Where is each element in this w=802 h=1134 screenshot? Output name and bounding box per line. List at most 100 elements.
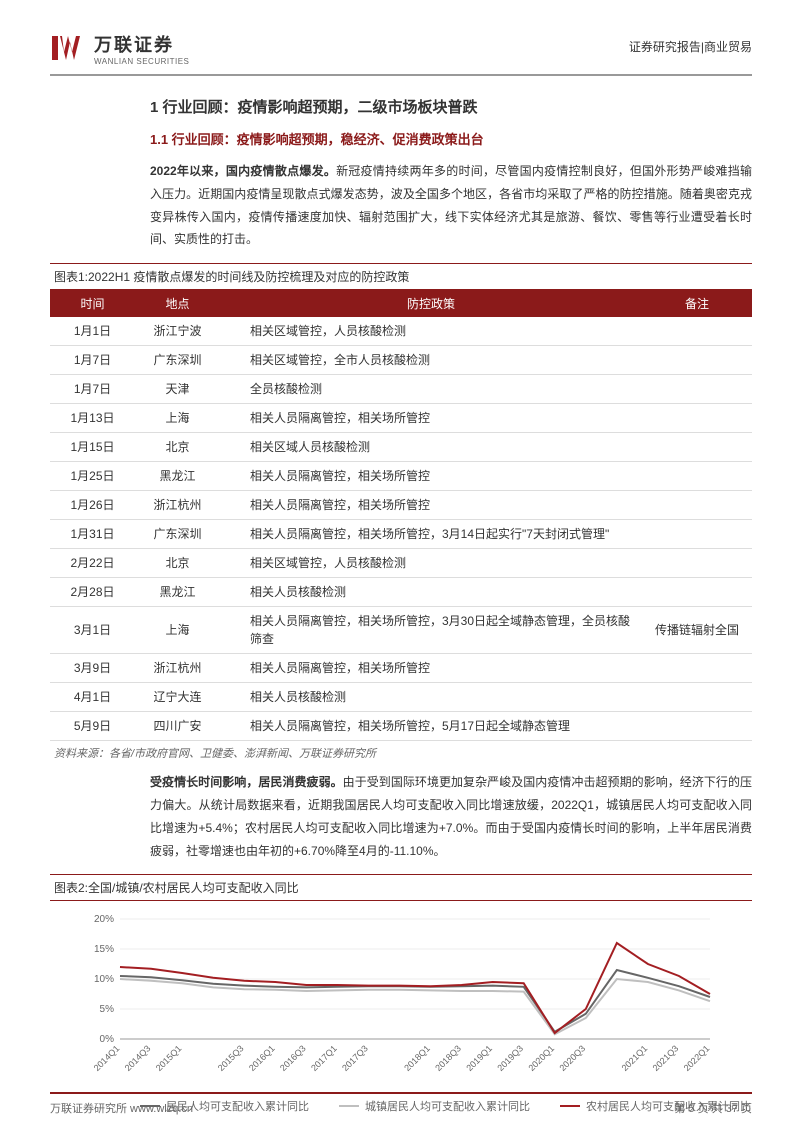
table-1-col-note: 备注: [642, 290, 752, 317]
cell-date: 1月13日: [50, 404, 135, 433]
svg-text:2019Q3: 2019Q3: [495, 1044, 525, 1074]
cell-date: 1月31日: [50, 520, 135, 549]
cell-place: 上海: [135, 404, 220, 433]
section-heading-1-1: 1.1 行业回顾：疫情影响超预期，稳经济、促消费政策出台: [150, 129, 752, 148]
cell-note: 传播链辐射全国: [642, 607, 752, 654]
svg-text:2018Q3: 2018Q3: [433, 1044, 463, 1074]
paragraph-1-bold: 2022年以来，国内疫情散点爆发。: [150, 164, 336, 178]
svg-text:0%: 0%: [100, 1034, 115, 1045]
svg-text:2019Q1: 2019Q1: [464, 1044, 494, 1074]
table-row: 1月7日天津全员核酸检测: [50, 375, 752, 404]
cell-place: 广东深圳: [135, 520, 220, 549]
cell-date: 2月22日: [50, 549, 135, 578]
section-heading-1: 1 行业回顾：疫情影响超预期，二级市场板块普跌: [150, 96, 752, 117]
logo-text-cn: 万联证券: [94, 31, 189, 57]
svg-text:2014Q3: 2014Q3: [123, 1044, 153, 1074]
cell-place: 北京: [135, 549, 220, 578]
svg-text:2018Q1: 2018Q1: [402, 1044, 432, 1074]
svg-text:15%: 15%: [94, 944, 114, 955]
svg-text:2021Q1: 2021Q1: [620, 1044, 650, 1074]
table-row: 1月15日北京相关区域人员核酸检测: [50, 433, 752, 462]
svg-text:2014Q1: 2014Q1: [92, 1044, 122, 1074]
table-row: 3月1日上海相关人员隔离管控，相关场所管控，3月30日起全域静态管理，全员核酸筛…: [50, 607, 752, 654]
cell-note: [642, 549, 752, 578]
cell-note: [642, 404, 752, 433]
table-1-col-policy: 防控政策: [220, 290, 642, 317]
table-row: 2月28日黑龙江相关人员核酸检测: [50, 578, 752, 607]
cell-place: 上海: [135, 607, 220, 654]
table-row: 4月1日辽宁大连相关人员核酸检测: [50, 683, 752, 712]
svg-text:5%: 5%: [100, 1004, 115, 1015]
chart-2: 0%5%10%15%20%2014Q12014Q32015Q12015Q3201…: [80, 909, 720, 1089]
table-1-col-place: 地点: [135, 290, 220, 317]
svg-text:2015Q1: 2015Q1: [154, 1044, 184, 1074]
cell-note: [642, 433, 752, 462]
cell-note: [642, 462, 752, 491]
table-1-title: 图表1:2022H1 疫情散点爆发的时间线及防控梳理及对应的防控政策: [50, 263, 752, 290]
page-footer: 万联证券研究所 www.wlzq.cn 第 5 页 共 37 页: [50, 1092, 752, 1116]
cell-policy: 相关人员隔离管控，相关场所管控: [220, 404, 642, 433]
cell-note: [642, 520, 752, 549]
table-row: 1月31日广东深圳相关人员隔离管控，相关场所管控，3月14日起实行"7天封闭式管…: [50, 520, 752, 549]
table-row: 2月22日北京相关区域管控，人员核酸检测: [50, 549, 752, 578]
chart-2-section: 图表2:全国/城镇/农村居民人均可支配收入同比 0% 5% 10% 15% 20% 201…: [50, 874, 752, 1114]
cell-place: 浙江宁波: [135, 317, 220, 346]
page-header: 万联证券 WANLIAN SECURITIES 证券研究报告|商业贸易: [50, 30, 752, 76]
svg-text:2015Q3: 2015Q3: [216, 1044, 246, 1074]
table-1: 时间 地点 防控政策 备注 1月1日浙江宁波相关区域管控，人员核酸检测1月7日广…: [50, 290, 752, 741]
cell-place: 辽宁大连: [135, 683, 220, 712]
cell-place: 浙江杭州: [135, 654, 220, 683]
footer-right: 第 5 页 共 37 页: [674, 1100, 752, 1116]
paragraph-1: 2022年以来，国内疫情散点爆发。新冠疫情持续两年多的时间，尽管国内疫情控制良好…: [150, 160, 752, 251]
logo: 万联证券 WANLIAN SECURITIES: [50, 30, 189, 66]
cell-policy: 相关人员隔离管控，相关场所管控: [220, 462, 642, 491]
svg-text:2021Q3: 2021Q3: [651, 1044, 681, 1074]
table-row: 1月26日浙江杭州相关人员隔离管控，相关场所管控: [50, 491, 752, 520]
cell-place: 广东深圳: [135, 346, 220, 375]
cell-place: 北京: [135, 433, 220, 462]
cell-policy: 相关人员隔离管控，相关场所管控，3月14日起实行"7天封闭式管理": [220, 520, 642, 549]
cell-date: 3月1日: [50, 607, 135, 654]
cell-note: [642, 654, 752, 683]
svg-text:2016Q3: 2016Q3: [278, 1044, 308, 1074]
cell-note: [642, 712, 752, 741]
svg-text:2016Q1: 2016Q1: [247, 1044, 277, 1074]
cell-place: 天津: [135, 375, 220, 404]
cell-date: 1月1日: [50, 317, 135, 346]
chart-2-title: 图表2:全国/城镇/农村居民人均可支配收入同比: [50, 874, 752, 901]
svg-text:2017Q1: 2017Q1: [309, 1044, 339, 1074]
cell-note: [642, 578, 752, 607]
cell-policy: 相关区域管控，人员核酸检测: [220, 317, 642, 346]
cell-note: [642, 346, 752, 375]
cell-place: 黑龙江: [135, 462, 220, 491]
table-row: 1月13日上海相关人员隔离管控，相关场所管控: [50, 404, 752, 433]
table-1-col-date: 时间: [50, 290, 135, 317]
svg-text:20%: 20%: [94, 914, 114, 925]
footer-left: 万联证券研究所 www.wlzq.cn: [50, 1100, 193, 1116]
cell-policy: 相关人员核酸检测: [220, 683, 642, 712]
cell-note: [642, 317, 752, 346]
paragraph-2-bold: 受疫情长时间影响，居民消费疲弱。: [150, 775, 343, 789]
cell-date: 2月28日: [50, 578, 135, 607]
table-row: 1月1日浙江宁波相关区域管控，人员核酸检测: [50, 317, 752, 346]
cell-date: 1月25日: [50, 462, 135, 491]
cell-policy: 相关区域人员核酸检测: [220, 433, 642, 462]
cell-date: 1月26日: [50, 491, 135, 520]
svg-text:10%: 10%: [94, 974, 114, 985]
cell-note: [642, 491, 752, 520]
cell-policy: 相关人员隔离管控，相关场所管控: [220, 491, 642, 520]
table-row: 5月9日四川广安相关人员隔离管控，相关场所管控，5月17日起全域静态管理: [50, 712, 752, 741]
table-1-source: 资料来源：各省/市政府官网、卫健委、澎湃新闻、万联证券研究所: [50, 741, 752, 761]
cell-policy: 相关区域管控，全市人员核酸检测: [220, 346, 642, 375]
cell-place: 黑龙江: [135, 578, 220, 607]
cell-policy: 相关人员隔离管控，相关场所管控: [220, 654, 642, 683]
cell-policy: 相关人员隔离管控，相关场所管控，5月17日起全域静态管理: [220, 712, 642, 741]
header-category: 证券研究报告|商业贸易: [629, 38, 752, 55]
cell-date: 5月9日: [50, 712, 135, 741]
cell-date: 1月15日: [50, 433, 135, 462]
cell-place: 浙江杭州: [135, 491, 220, 520]
cell-policy: 全员核酸检测: [220, 375, 642, 404]
logo-icon: [50, 30, 86, 66]
cell-date: 1月7日: [50, 346, 135, 375]
cell-place: 四川广安: [135, 712, 220, 741]
